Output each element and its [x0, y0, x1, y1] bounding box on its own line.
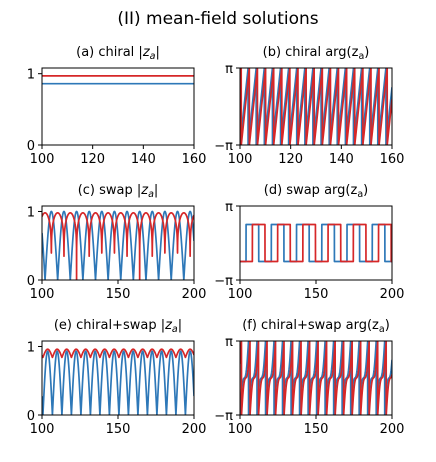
x-tick-label: 160: [182, 152, 207, 167]
panel-title: (e) chiral+swap |za|: [54, 318, 182, 335]
series-line-2: [240, 341, 392, 415]
x-tick-label: 150: [304, 422, 329, 437]
panel-3: (c) swap |za| 100 150 200 0 1: [27, 183, 207, 302]
x-tick-label: 160: [380, 152, 405, 167]
x-tick-label: 200: [380, 422, 405, 437]
y-tick-label: π: [225, 200, 233, 215]
series-line-2: [240, 68, 392, 145]
panel-4: (d) swap arg(za) 100 150 200 −π π: [214, 183, 404, 302]
figure-title: (II) mean-field solutions: [117, 9, 318, 29]
series-line-2: [42, 212, 194, 280]
x-tick-label: 150: [106, 422, 131, 437]
y-tick-label: π: [225, 335, 233, 350]
x-tick-label: 150: [106, 287, 131, 302]
y-tick-label: 1: [27, 340, 35, 355]
x-tick-label: 140: [329, 152, 354, 167]
panel-title: (c) swap |za|: [78, 183, 159, 200]
y-tick-label: 1: [27, 205, 35, 220]
panel-title: (b) chiral arg(za): [263, 45, 370, 62]
panel-1: (a) chiral |za| 100 120 140 160 0 1: [27, 45, 207, 167]
y-tick-label: −π: [214, 409, 233, 424]
x-tick-label: 100: [228, 152, 253, 167]
series-line-1: [240, 341, 392, 415]
x-tick-label: 100: [30, 152, 55, 167]
series-line-1: [42, 210, 194, 280]
series-line-1: [42, 350, 194, 415]
x-tick-label: 100: [30, 287, 55, 302]
x-tick-label: 200: [182, 287, 207, 302]
y-tick-label: 0: [27, 274, 35, 289]
y-tick-label: π: [225, 62, 233, 77]
y-tick-label: 0: [27, 139, 35, 154]
y-tick-label: −π: [214, 274, 233, 289]
panel-2: (b) chiral arg(za) 100 120 140 160 −π π: [214, 45, 404, 167]
axes-frame: [41, 67, 195, 146]
x-tick-label: 200: [182, 422, 207, 437]
x-tick-label: 120: [278, 152, 303, 167]
x-tick-label: 150: [304, 287, 329, 302]
y-tick-label: 0: [27, 409, 35, 424]
y-tick-label: 1: [27, 68, 35, 83]
x-tick-label: 100: [228, 287, 253, 302]
x-tick-label: 140: [131, 152, 156, 167]
panel-title: (d) swap arg(za): [264, 183, 368, 200]
y-tick-label: −π: [214, 139, 233, 154]
panel-title: (a) chiral |za|: [76, 45, 160, 62]
x-tick-label: 120: [80, 152, 105, 167]
x-tick-label: 100: [30, 422, 55, 437]
series-line-2: [240, 223, 392, 263]
x-tick-label: 100: [228, 422, 253, 437]
panel-6: (f) chiral+swap arg(za) 100 150 200 −π π: [214, 318, 404, 437]
x-tick-label: 200: [380, 287, 405, 302]
panel-title: (f) chiral+swap arg(za): [242, 318, 390, 335]
panel-5: (e) chiral+swap |za| 100 150 200 0 1: [27, 318, 207, 437]
series-line-2: [42, 348, 194, 359]
axes-frame: [239, 67, 393, 146]
